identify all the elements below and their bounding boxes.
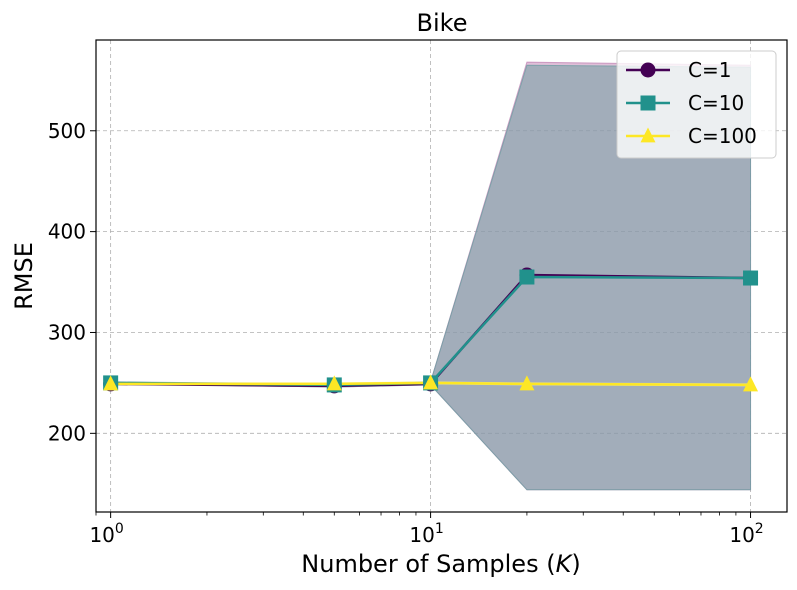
legend-label-c-10: C=10 xyxy=(688,91,744,115)
x-axis-label: Number of Samples (K) xyxy=(301,550,580,578)
x-tick-label-exponent: 1 xyxy=(435,521,444,537)
y-tick-label: 400 xyxy=(48,220,86,244)
series-markers xyxy=(103,267,759,394)
x-tick-label-base: 10 xyxy=(89,523,114,547)
plot-area-frame xyxy=(95,39,788,513)
y-tick-label: 500 xyxy=(48,119,86,143)
legend-items: C=1 C=10 C=100 xyxy=(626,58,757,148)
x-tick-label-exponent: 2 xyxy=(755,521,764,537)
data-point-c-100 xyxy=(423,374,439,390)
legend-box xyxy=(616,50,777,159)
legend-marker-c-1 xyxy=(640,62,656,78)
data-point-c-100 xyxy=(743,376,759,392)
x-axis-label-close: ) xyxy=(571,550,580,578)
x-tick-label-exponent: 0 xyxy=(115,521,124,537)
y-tick-label: 200 xyxy=(48,421,86,445)
x-axis-label-variable: K xyxy=(556,550,574,578)
x-tick-label-base: 10 xyxy=(729,523,754,547)
x-tick-label-base: 10 xyxy=(409,523,434,547)
grid-layer xyxy=(96,40,787,512)
legend: C=1 C=10 C=100 xyxy=(616,50,777,159)
legend-label-c-100: C=100 xyxy=(688,124,757,148)
legend-marker-c-10 xyxy=(640,95,656,111)
y-axis-label: RMSE xyxy=(10,242,38,310)
data-point-c-10 xyxy=(743,270,759,286)
legend-marker-c-100 xyxy=(640,127,656,143)
legend-label-c-1: C=1 xyxy=(688,58,731,82)
chart-title: Bike xyxy=(417,9,468,37)
x-tick-label: 101 xyxy=(409,521,443,547)
x-axis-label-text: Number of Samples ( xyxy=(301,550,555,578)
data-point-c-100 xyxy=(103,375,119,391)
y-tick-label: 300 xyxy=(48,320,86,344)
x-tick-label: 100 xyxy=(89,521,123,547)
data-point-c-100 xyxy=(519,375,535,391)
data-point-c-100 xyxy=(326,375,342,391)
x-tick-label: 102 xyxy=(729,521,763,547)
data-point-c-10 xyxy=(519,269,535,285)
